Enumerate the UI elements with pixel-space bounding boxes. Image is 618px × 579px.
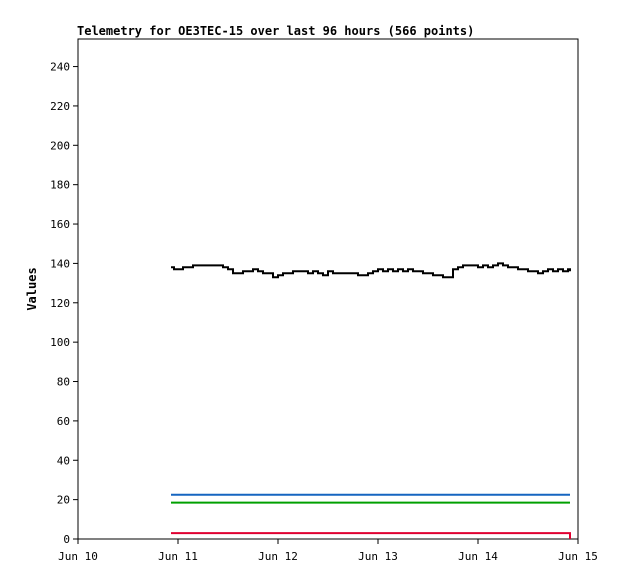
y-tick-label: 120 xyxy=(50,297,70,310)
y-tick-label: 240 xyxy=(50,61,70,74)
y-tick-label: 100 xyxy=(50,336,70,349)
x-axis: Jun 10 Jun 11 Jun 12 Jun 13 Jun 14 Jun 15 xyxy=(58,539,598,563)
x-tick-label: Jun 14 xyxy=(458,550,498,563)
y-tick-label: 20 xyxy=(57,494,70,507)
y-tick-label: 180 xyxy=(50,179,70,192)
x-tick-label: Jun 15 xyxy=(558,550,598,563)
y-tick-label: 40 xyxy=(57,454,70,467)
y-tick-label: 140 xyxy=(50,257,70,270)
chart-title: Telemetry for OE3TEC-15 over last 96 hou… xyxy=(77,24,474,38)
y-tick-label: 160 xyxy=(50,218,70,231)
x-tick-label: Jun 11 xyxy=(158,550,198,563)
x-tick-label: Jun 12 xyxy=(258,550,298,563)
plot-frame xyxy=(77,38,579,540)
series-line-1 xyxy=(171,262,571,279)
series-layer xyxy=(171,262,571,539)
y-axis: 0 20 40 60 80 100 120 140 160 180 200 220 240 xyxy=(50,61,78,546)
y-tick-label: 0 xyxy=(63,533,70,546)
y-axis-label: Values xyxy=(25,267,39,310)
y-tick-label: 60 xyxy=(57,415,70,428)
y-tick-label: 80 xyxy=(57,376,70,389)
series-line-4 xyxy=(171,532,571,539)
y-tick-label: 220 xyxy=(50,100,70,113)
y-tick-label: 200 xyxy=(50,139,70,152)
x-tick-label: Jun 13 xyxy=(358,550,398,563)
x-tick-label: Jun 10 xyxy=(58,550,98,563)
